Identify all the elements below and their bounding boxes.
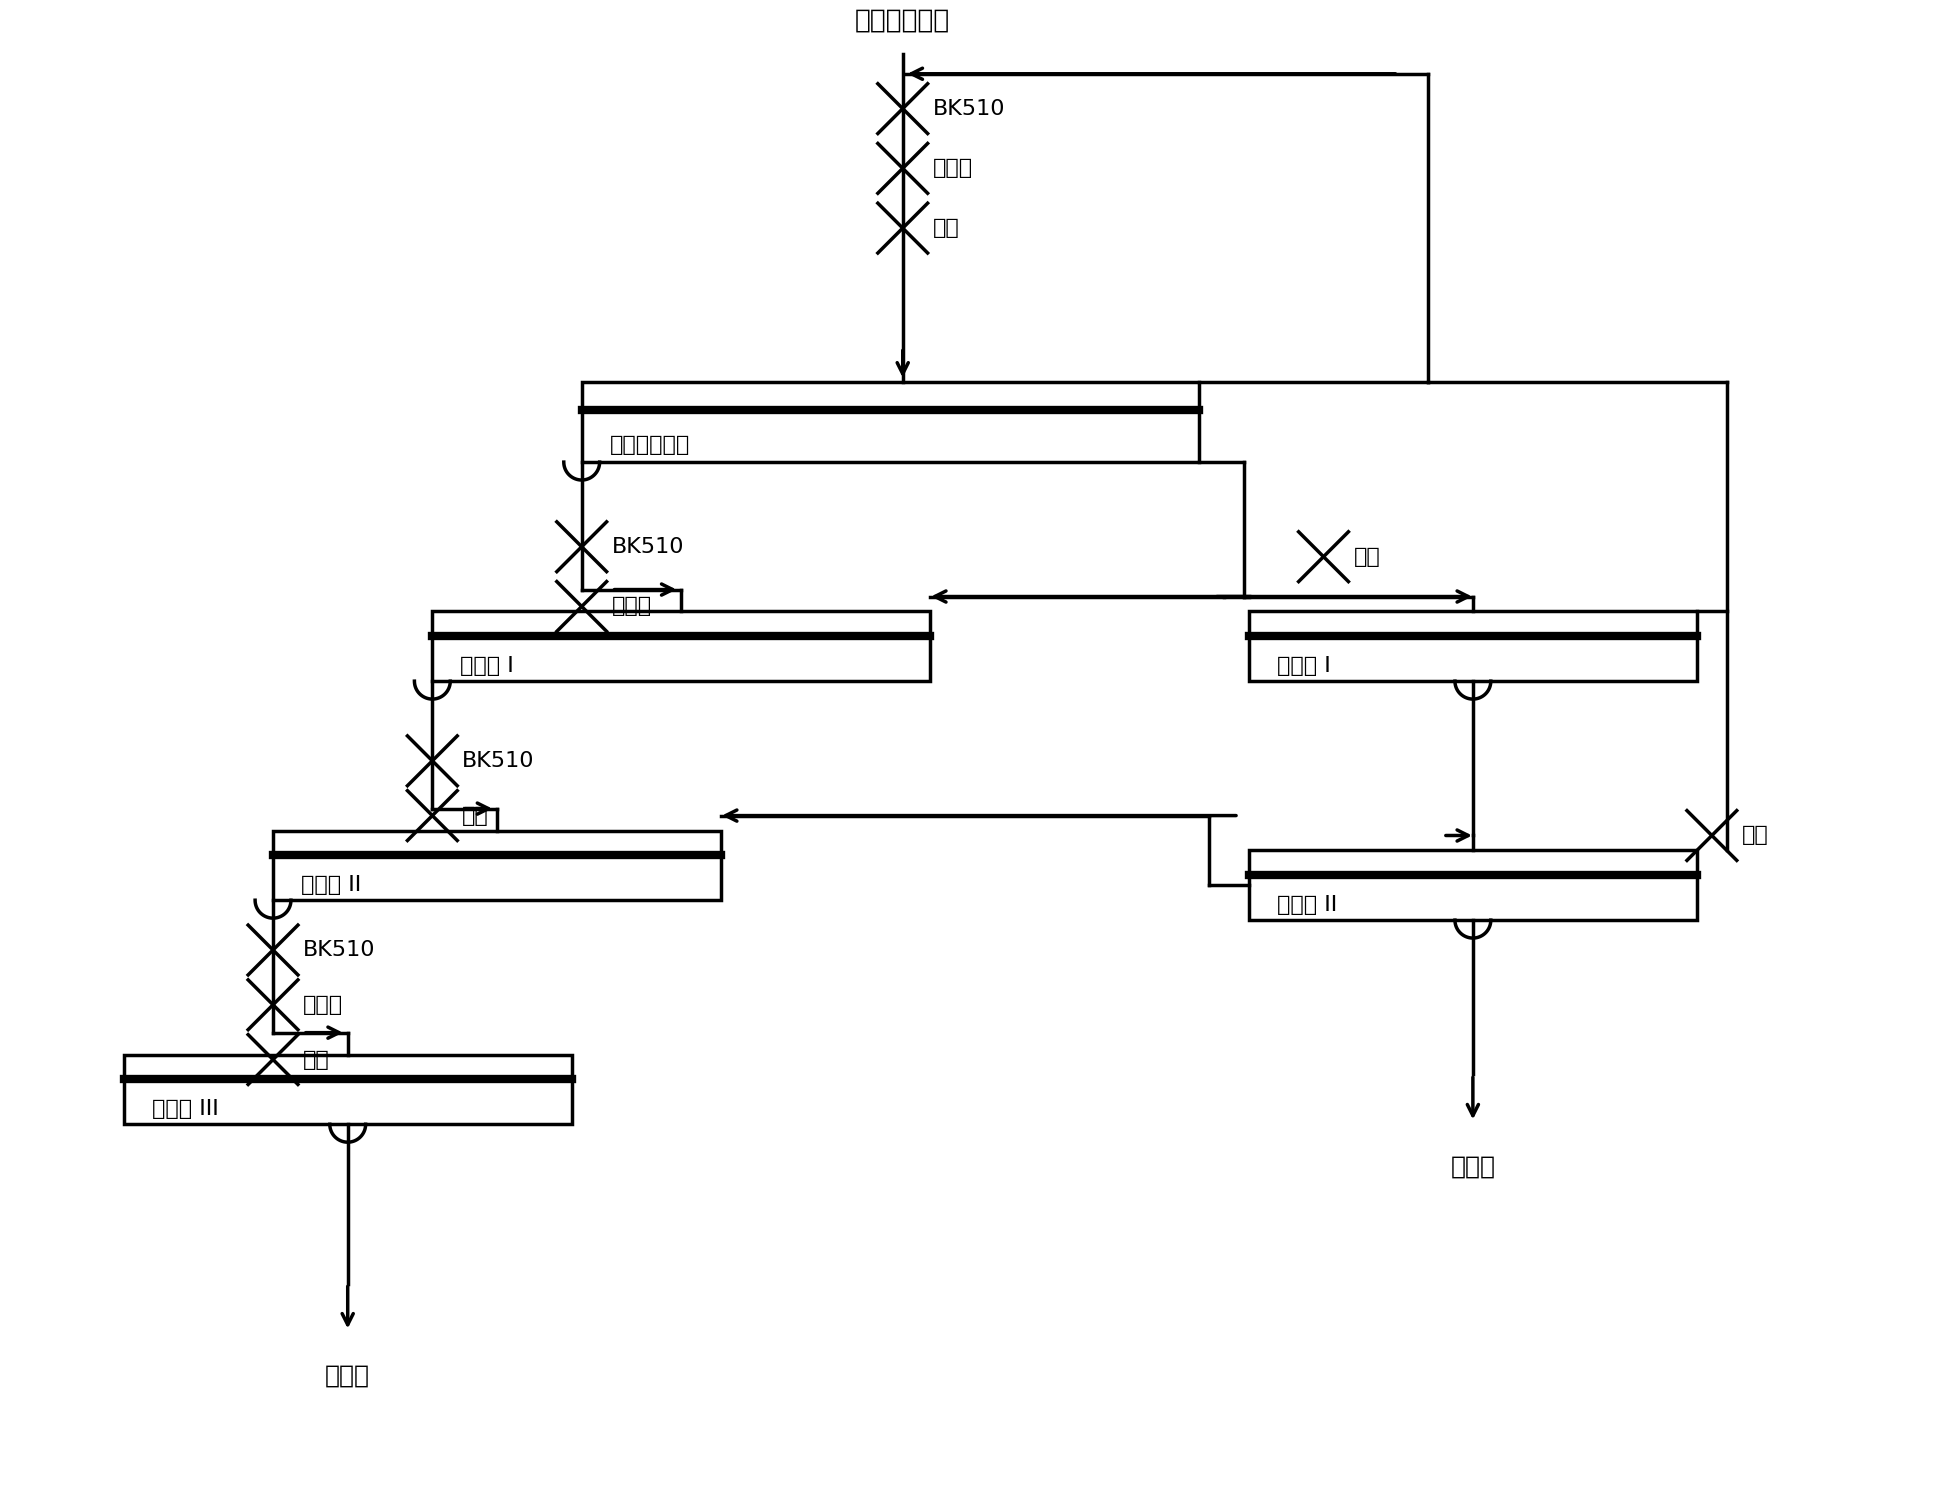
Text: 钼铋混合精矿: 钼铋混合精矿	[855, 8, 949, 33]
Text: 钼精选 III: 钼精选 III	[151, 1099, 217, 1118]
Bar	[123, 1055, 571, 1124]
Text: 钼精选 II: 钼精选 II	[301, 875, 360, 895]
Text: 煤油: 煤油	[462, 806, 489, 825]
Text: 煤油: 煤油	[303, 1050, 329, 1070]
Text: 水玻璃: 水玻璃	[932, 158, 973, 178]
Text: 水玻璃: 水玻璃	[611, 596, 652, 617]
Text: 煤油: 煤油	[932, 219, 959, 238]
Bar	[432, 611, 930, 681]
Text: 煤油: 煤油	[1352, 546, 1380, 567]
Text: BK510: BK510	[303, 940, 376, 960]
Text: 铋精矿: 铋精矿	[1450, 1154, 1495, 1179]
Text: 钼扫选 I: 钼扫选 I	[1276, 656, 1331, 676]
Text: 煤油: 煤油	[1742, 825, 1767, 845]
Bar	[272, 830, 720, 901]
Text: BK510: BK510	[462, 751, 534, 771]
Text: 钼扫选 II: 钼扫选 II	[1276, 895, 1337, 914]
Text: BK510: BK510	[611, 537, 683, 557]
Bar	[581, 382, 1198, 462]
Bar	[1249, 611, 1697, 681]
Text: 钼精矿: 钼精矿	[325, 1363, 370, 1387]
Bar	[1249, 851, 1697, 920]
Text: 水玻璃: 水玻璃	[303, 994, 342, 1014]
Text: BK510: BK510	[932, 98, 1004, 119]
Text: 钼精选 I: 钼精选 I	[460, 656, 515, 676]
Text: 钼铋分离粗选: 钼铋分离粗选	[609, 435, 689, 454]
